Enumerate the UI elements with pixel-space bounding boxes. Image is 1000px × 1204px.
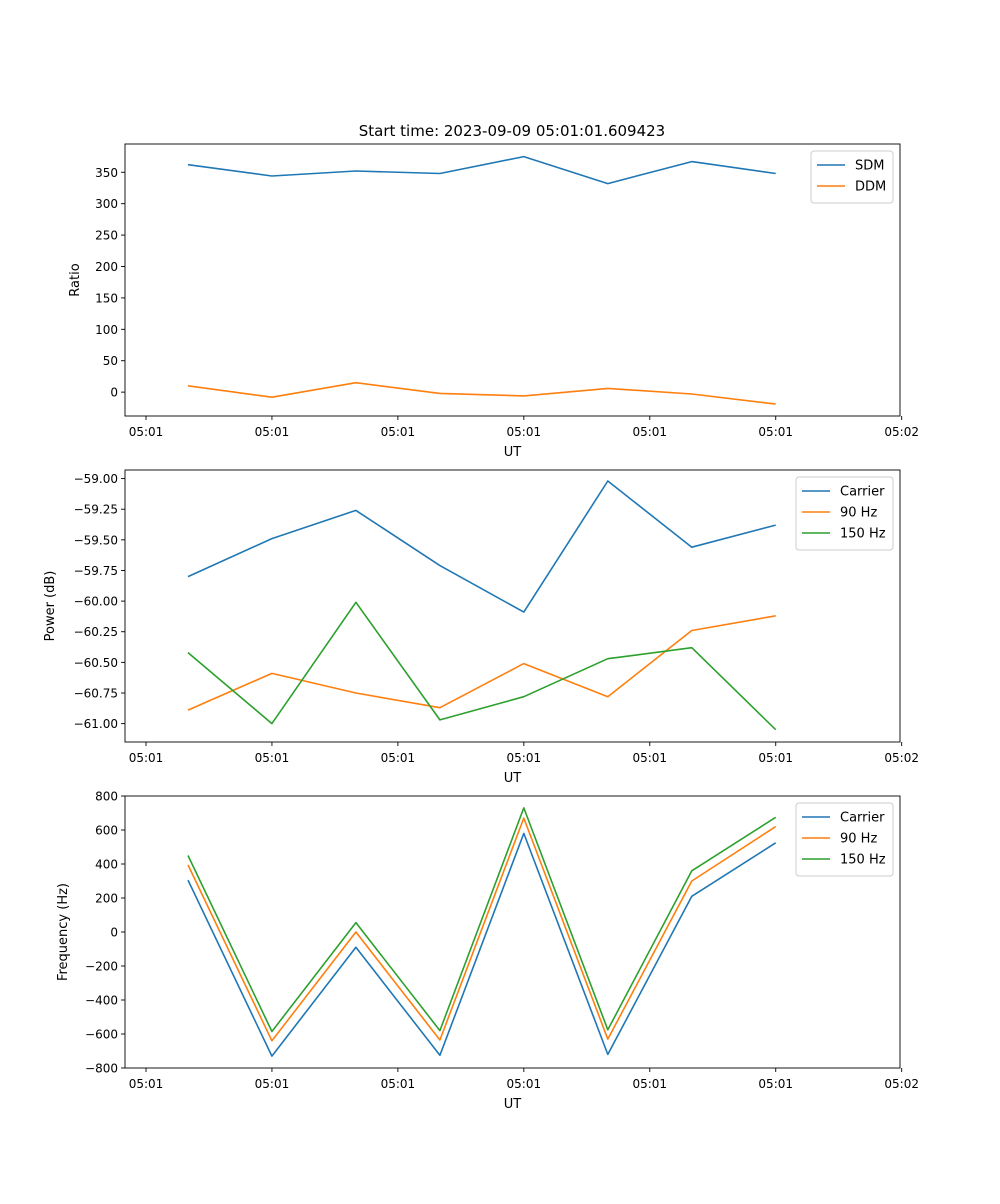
panel-1-series-1-line bbox=[187, 155, 776, 185]
panel-2-x-axis-label: UT bbox=[504, 771, 522, 786]
panel-1-axes-frame bbox=[124, 143, 901, 417]
panel-1-y-tick-label: 150 bbox=[95, 291, 118, 305]
panel-2-y-tick-label: −59.00 bbox=[74, 472, 118, 486]
panel-2-series-3-line bbox=[187, 601, 777, 731]
panel-2-x-tick-label: 05:01 bbox=[758, 751, 793, 765]
panel-3-y-tick-label: −400 bbox=[85, 994, 118, 1008]
panel-1-y-tick-label: 300 bbox=[95, 197, 118, 211]
panel-1-y-tick-label: 100 bbox=[95, 323, 118, 337]
panel-1-x-tick-label: 05:01 bbox=[632, 425, 667, 439]
panel-2-series-1-line bbox=[187, 480, 776, 613]
panel-1-y-tick-label: 250 bbox=[95, 229, 118, 243]
panel-3-y-tick-label: −200 bbox=[85, 960, 118, 974]
panel-3-y-tick-label: 400 bbox=[95, 858, 118, 872]
panel-2-y-tick-label: −61.00 bbox=[74, 717, 118, 731]
panel-2-legend-label-1: Carrier bbox=[840, 485, 885, 500]
panel-2-x-tick-label: 05:01 bbox=[381, 751, 416, 765]
panel-1-legend-label-1: SDM bbox=[855, 159, 884, 174]
panel-2-legend-box bbox=[795, 476, 894, 551]
panel-3-series-1-line bbox=[187, 832, 777, 1057]
panel-3-y-tick-label: 600 bbox=[95, 824, 118, 838]
panel-2-x-tick-label: 05:01 bbox=[129, 751, 164, 765]
panel-2-legend-label-3: 150 Hz bbox=[840, 527, 886, 542]
panel-3-y-tick-label: 0 bbox=[110, 926, 118, 940]
panel-1-y-axis-label: Ratio bbox=[68, 263, 83, 296]
panel-2-x-tick-label: 05:01 bbox=[507, 751, 542, 765]
panel-2-series-2-line bbox=[187, 615, 776, 711]
panel-1-x-tick-label: 05:01 bbox=[758, 425, 793, 439]
panel-3-series-2-line bbox=[187, 817, 777, 1042]
panel-3-y-tick-label: 200 bbox=[95, 892, 118, 906]
panel-3-x-tick-label: 05:01 bbox=[507, 1077, 542, 1091]
panel-1-series-2-line bbox=[187, 381, 776, 405]
panel-3-legend-label-2: 90 Hz bbox=[840, 832, 877, 847]
panel-3-x-tick-label: 05:01 bbox=[632, 1077, 667, 1091]
panel-1-y-tick-label: 0 bbox=[110, 386, 118, 400]
panel-2-x-tick-label: 05:01 bbox=[632, 751, 667, 765]
panel-2-y-tick-label: −60.25 bbox=[74, 625, 118, 639]
panel-1-y-tick-label: 350 bbox=[95, 166, 118, 180]
panel-2-x-tick-label: 05:01 bbox=[255, 751, 290, 765]
panel-1-x-tick-label: 05:02 bbox=[884, 425, 919, 439]
chart-title: Start time: 2023-09-09 05:01:01.609423 bbox=[359, 122, 665, 140]
panel-1-x-tick-label: 05:01 bbox=[507, 425, 542, 439]
panel-3-legend-label-1: Carrier bbox=[840, 811, 885, 826]
panel-3-x-tick-label: 05:01 bbox=[129, 1077, 164, 1091]
panel-3-x-tick-label: 05:01 bbox=[381, 1077, 416, 1091]
panel-2-y-tick-label: −59.75 bbox=[74, 564, 118, 578]
panel-2-y-axis-label: Power (dB) bbox=[43, 571, 58, 642]
panel-2-x-tick-label: 05:02 bbox=[884, 751, 919, 765]
panel-3-series-3-line bbox=[187, 807, 777, 1033]
panel-2-axes-frame bbox=[124, 469, 901, 743]
panel-3-y-tick-label: −800 bbox=[85, 1062, 118, 1076]
panel-1-x-axis-label: UT bbox=[504, 445, 522, 460]
panel-2-y-tick-label: −59.50 bbox=[74, 533, 118, 547]
panel-2-y-tick-label: −60.75 bbox=[74, 686, 118, 700]
panel-2-legend-label-2: 90 Hz bbox=[840, 506, 877, 521]
panel-1-x-tick-label: 05:01 bbox=[129, 425, 164, 439]
panel-3-x-tick-label: 05:02 bbox=[884, 1077, 919, 1091]
panel-1-y-tick-label: 50 bbox=[103, 354, 118, 368]
panel-1-y-tick-label: 200 bbox=[95, 260, 118, 274]
panel-3-legend-box bbox=[795, 802, 894, 877]
panel-2-y-tick-label: −59.25 bbox=[74, 503, 118, 517]
panel-2-y-tick-label: −60.00 bbox=[74, 595, 118, 609]
panel-3-x-tick-label: 05:01 bbox=[255, 1077, 290, 1091]
panel-1-x-tick-label: 05:01 bbox=[381, 425, 416, 439]
panel-2-y-tick-label: −60.50 bbox=[74, 656, 118, 670]
panel-3-x-axis-label: UT bbox=[504, 1097, 522, 1112]
panel-3-y-axis-label: Frequency (Hz) bbox=[56, 883, 71, 981]
panel-1-legend-box bbox=[810, 150, 894, 204]
panel-3-legend-label-3: 150 Hz bbox=[840, 853, 886, 868]
panel-3-y-tick-label: −600 bbox=[85, 1028, 118, 1042]
panel-3-y-tick-label: 800 bbox=[95, 790, 118, 804]
panel-1-legend-label-2: DDM bbox=[855, 180, 886, 195]
panel-1-x-tick-label: 05:01 bbox=[255, 425, 290, 439]
panel-3-x-tick-label: 05:01 bbox=[758, 1077, 793, 1091]
